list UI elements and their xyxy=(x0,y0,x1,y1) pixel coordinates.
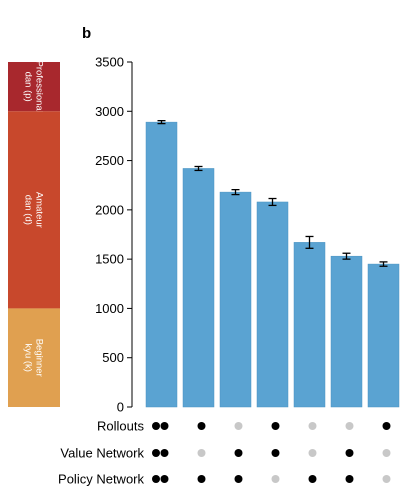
rank-band xyxy=(8,111,60,309)
rank-band-label: Amateurdan (d) xyxy=(22,192,44,228)
y-tick-label: 0 xyxy=(117,400,124,415)
y-tick-label: 3500 xyxy=(95,55,124,70)
bar xyxy=(219,191,252,408)
rank-band-label-line1: Beginner xyxy=(33,339,44,377)
rank-band-label-line2: dan (d) xyxy=(22,195,33,225)
configuration-matrix: Rollouts Value Network Policy Network xyxy=(58,419,391,487)
bar xyxy=(182,168,215,408)
config-row-label: Value Network xyxy=(60,446,144,461)
config-dot-off xyxy=(271,475,280,483)
bars xyxy=(145,121,400,408)
config-label-dot xyxy=(152,422,160,430)
config-dot-on xyxy=(234,475,243,483)
config-dot-on xyxy=(160,475,169,483)
config-row-label: Rollouts xyxy=(97,419,144,434)
y-tick-label: 2500 xyxy=(95,153,124,168)
config-label-dot xyxy=(152,475,160,483)
bar xyxy=(367,263,400,408)
y-tick-label: 1500 xyxy=(95,252,124,267)
y-axis: 0 500 1000 1500 2000 2500 3000 3500 xyxy=(95,55,133,415)
rank-bands: Professionaldan (p) Amateurdan (d) Beginne… xyxy=(8,61,60,407)
config-dot-off xyxy=(308,422,317,430)
config-dot-on xyxy=(160,422,169,430)
error-bars xyxy=(157,120,388,267)
config-dot-on xyxy=(160,449,169,457)
bar xyxy=(293,242,326,408)
rank-band-label-line1: Professional xyxy=(33,61,44,113)
config-dot-on xyxy=(345,449,354,457)
rank-band-label-line1: Amateur xyxy=(33,192,44,228)
config-dot-off xyxy=(345,422,354,430)
y-tick-label: 3000 xyxy=(95,104,124,119)
config-dot-off xyxy=(197,449,206,457)
rank-band-label: Beginnerkyu (k) xyxy=(22,339,44,377)
rank-band-label-line2: kyu (k) xyxy=(22,343,33,372)
bar xyxy=(145,121,178,408)
config-dot-on xyxy=(345,475,354,483)
config-dot-on xyxy=(271,449,280,457)
config-dot-on xyxy=(197,475,206,483)
config-label-dot xyxy=(152,449,160,457)
rank-band-label: Professionaldan (p) xyxy=(22,61,44,113)
config-dot-on xyxy=(271,422,280,430)
config-dot-on xyxy=(308,475,317,483)
y-tick-label: 500 xyxy=(102,350,124,365)
panel-letter: b xyxy=(82,25,91,42)
config-dot-off xyxy=(308,449,317,457)
bar xyxy=(256,201,289,408)
config-row-label: Policy Network xyxy=(58,472,144,487)
y-tick-label: 2000 xyxy=(95,202,124,217)
config-dot-on xyxy=(382,422,391,430)
config-dot-off xyxy=(382,475,391,483)
config-dot-off xyxy=(382,449,391,457)
rank-band xyxy=(8,62,60,112)
y-tick-label: 1000 xyxy=(95,301,124,316)
config-dot-off xyxy=(234,422,243,430)
config-dot-on xyxy=(197,422,206,430)
config-dot-on xyxy=(234,449,243,457)
rank-band xyxy=(8,308,60,407)
bar xyxy=(330,255,363,408)
rank-band-label-line2: dan (p) xyxy=(22,72,33,102)
